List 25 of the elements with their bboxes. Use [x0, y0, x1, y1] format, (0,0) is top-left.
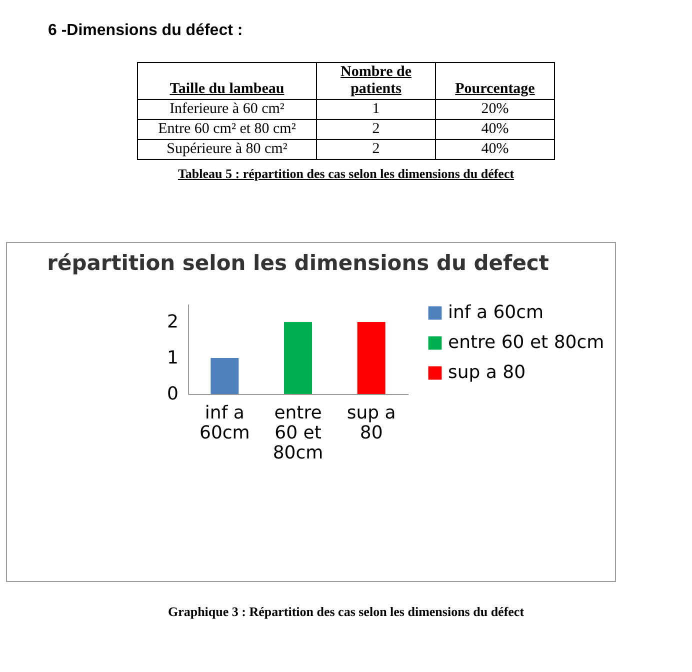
- legend-label: sup a 80: [448, 362, 526, 383]
- text: 20%: [436, 100, 554, 120]
- text: 6 -Dimensions du défect :: [48, 22, 244, 40]
- text: 40%: [436, 140, 554, 160]
- y-tick-label: 2: [167, 312, 178, 332]
- category-label: Taille du lambeau: [138, 62, 316, 100]
- y-tick-label: 0: [167, 384, 178, 404]
- category-label: Nombre de patients: [316, 62, 436, 100]
- text: 40%: [436, 120, 554, 140]
- text: Supérieure à 80 cm²: [138, 140, 316, 160]
- text: 2: [316, 120, 436, 140]
- y-tick-label: 1: [167, 348, 178, 368]
- text: Tableau 5 : répartition des cas selon les dimensions du défect: [176, 166, 516, 182]
- legend-label: inf a 60cm: [448, 302, 544, 323]
- text: 1: [316, 100, 436, 120]
- text: 2: [316, 140, 436, 160]
- text: Entre 60 cm² et 80 cm²: [138, 120, 316, 140]
- category-label: Pourcentage: [436, 62, 554, 100]
- text: Inferieure à 60 cm²: [138, 100, 316, 120]
- chart-title: répartition selon les dimensions du defect: [47, 251, 549, 275]
- legend-label: entre 60 et 80cm: [448, 332, 604, 353]
- x-tick-label: entre 60 et 80cm: [272, 402, 324, 464]
- x-tick-label: sup a 80: [346, 402, 396, 444]
- x-tick-label: inf a 60cm: [199, 402, 250, 444]
- text: Graphique 3 : Répartition des cas selon les dimensions du défect: [166, 604, 526, 620]
